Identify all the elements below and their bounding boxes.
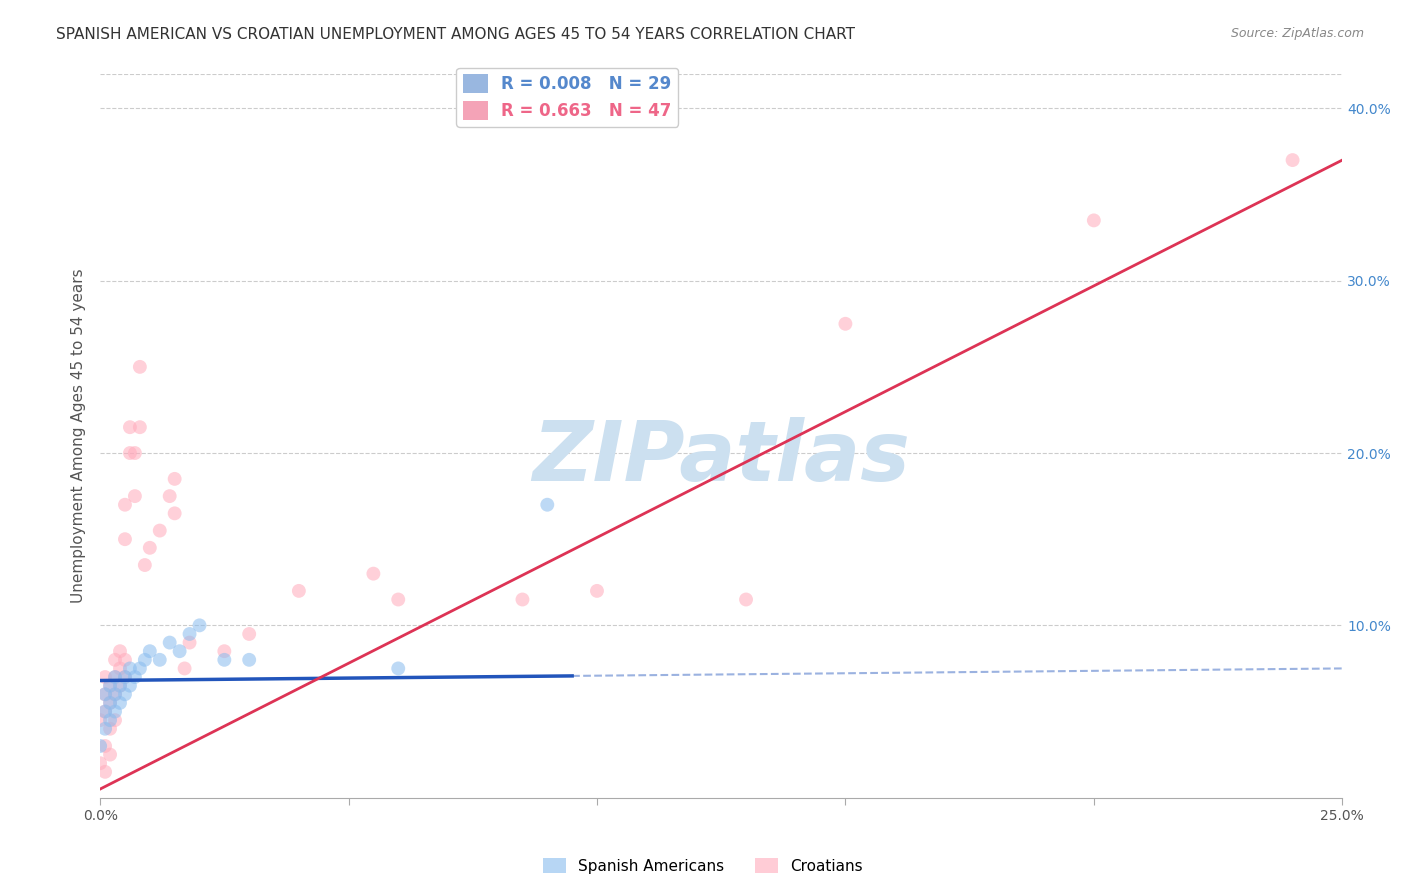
Point	[89, 713, 111, 727]
Point	[179, 635, 201, 649]
Point	[238, 627, 260, 641]
Point	[159, 635, 181, 649]
Point	[89, 739, 111, 753]
Point	[108, 644, 131, 658]
Point	[114, 670, 136, 684]
Text: ZIPatlas: ZIPatlas	[533, 417, 910, 498]
Point	[536, 498, 558, 512]
Point	[89, 756, 111, 771]
Text: Source: ZipAtlas.com: Source: ZipAtlas.com	[1230, 27, 1364, 40]
Point	[94, 705, 117, 719]
Point	[104, 653, 127, 667]
Point	[363, 566, 385, 581]
Point	[114, 670, 136, 684]
Point	[288, 583, 311, 598]
Point	[94, 739, 117, 753]
Point	[128, 359, 150, 374]
Point	[188, 618, 211, 632]
Point	[149, 524, 172, 538]
Point	[98, 679, 121, 693]
Point	[114, 653, 136, 667]
Point	[104, 687, 127, 701]
Point	[98, 722, 121, 736]
Legend: Spanish Americans, Croatians: Spanish Americans, Croatians	[537, 852, 869, 880]
Point	[214, 653, 236, 667]
Point	[134, 653, 156, 667]
Point	[118, 420, 141, 434]
Point	[98, 696, 121, 710]
Point	[159, 489, 181, 503]
Point	[118, 661, 141, 675]
Point	[735, 592, 758, 607]
Point	[108, 679, 131, 693]
Point	[173, 661, 195, 675]
Point	[139, 541, 162, 555]
Point	[238, 653, 260, 667]
Point	[94, 722, 117, 736]
Point	[128, 661, 150, 675]
Point	[104, 670, 127, 684]
Point	[114, 532, 136, 546]
Point	[128, 420, 150, 434]
Point	[387, 592, 409, 607]
Point	[179, 627, 201, 641]
Point	[118, 446, 141, 460]
Point	[94, 687, 117, 701]
Point	[94, 764, 117, 779]
Legend: R = 0.008   N = 29, R = 0.663   N = 47: R = 0.008 N = 29, R = 0.663 N = 47	[457, 68, 678, 127]
Point	[139, 644, 162, 658]
Point	[104, 670, 127, 684]
Point	[586, 583, 609, 598]
Point	[108, 661, 131, 675]
Point	[94, 687, 117, 701]
Point	[1281, 153, 1303, 167]
Point	[114, 498, 136, 512]
Text: SPANISH AMERICAN VS CROATIAN UNEMPLOYMENT AMONG AGES 45 TO 54 YEARS CORRELATION : SPANISH AMERICAN VS CROATIAN UNEMPLOYMEN…	[56, 27, 855, 42]
Point	[108, 696, 131, 710]
Point	[98, 679, 121, 693]
Point	[94, 670, 117, 684]
Point	[834, 317, 856, 331]
Point	[114, 687, 136, 701]
Point	[149, 653, 172, 667]
Y-axis label: Unemployment Among Ages 45 to 54 years: Unemployment Among Ages 45 to 54 years	[72, 268, 86, 603]
Point	[118, 679, 141, 693]
Point	[98, 713, 121, 727]
Point	[104, 687, 127, 701]
Point	[163, 472, 186, 486]
Point	[104, 705, 127, 719]
Point	[104, 713, 127, 727]
Point	[98, 696, 121, 710]
Point	[163, 506, 186, 520]
Point	[108, 679, 131, 693]
Point	[124, 670, 146, 684]
Point	[124, 489, 146, 503]
Point	[94, 705, 117, 719]
Point	[1083, 213, 1105, 227]
Point	[124, 446, 146, 460]
Point	[387, 661, 409, 675]
Point	[214, 644, 236, 658]
Point	[512, 592, 534, 607]
Point	[98, 747, 121, 762]
Point	[134, 558, 156, 572]
Point	[169, 644, 191, 658]
